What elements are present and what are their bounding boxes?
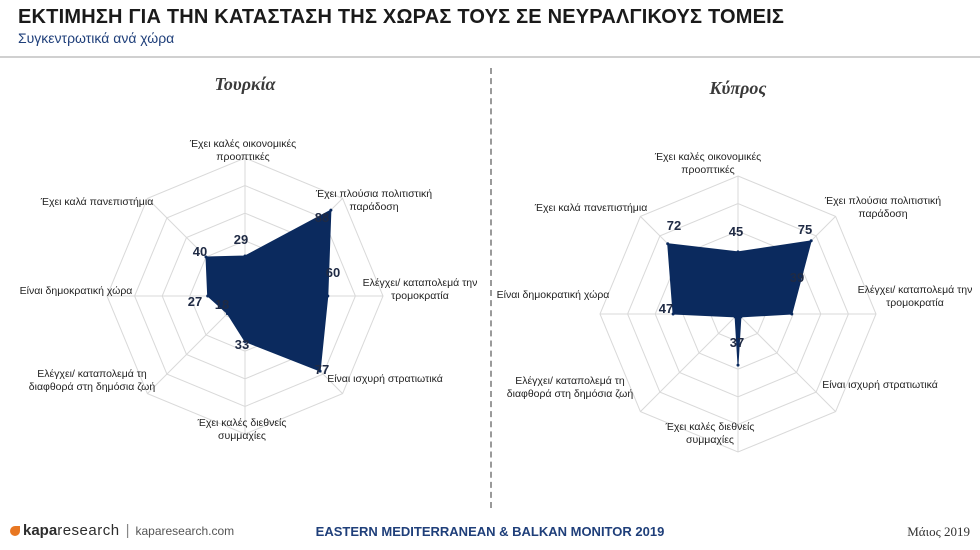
data-point [225,312,229,316]
category-label: Έχει καλές διεθνείς συμμαχίες [197,417,287,442]
data-point [809,239,813,243]
radar-chart-cyprus: Κύπρος Έχει καλές οικονομικές προοπτικές Έχ… [497,78,973,453]
value-label: 37 [730,335,744,350]
category-label: Είναι ισχυρή στρατιωτικά [822,379,938,391]
category-label: Ελέγχει/ καταπολεμά τη διαφθορά στη δημόσ… [507,375,634,400]
value-label: 60 [326,265,340,280]
category-label: Έχει πλούσια πολιτιστική παράδοση [824,195,941,220]
chart-divider [490,68,492,508]
footer-report-name: EASTERN MEDITERRANEAN & BALKAN MONITOR 2… [315,524,665,539]
page-header: ΕΚΤΙΜΗΣΗ ΓΙΑ ΤΗΝ ΚΑΤΑΣΤΑΣΗ ΤΗΣ ΧΩΡΑΣ ΤΟΥ… [18,6,968,46]
data-point [736,363,740,367]
data-point [736,250,740,254]
category-label: Ελέγχει/ καταπολεμά την τρομοκρατία [858,284,973,309]
data-point [206,294,210,298]
category-label: Έχει πλούσια πολιτιστική παράδοση [315,188,432,213]
footer-date: Μάιος 2019 [907,524,970,539]
value-label: 29 [234,232,248,247]
data-point [666,242,670,246]
grid-spoke [737,313,836,412]
radar-chart-turkey: Τουρκία Έχει καλές οικονομικές προοπτικές Έ… [20,74,478,442]
chart-title: Κύπρος [709,78,767,98]
value-label: 39 [790,270,804,285]
data-point [318,369,322,373]
page-subtitle: Συγκεντρωτικά ανά χώρα [18,30,175,46]
grid-spoke [640,313,739,412]
value-label: 33 [235,337,249,352]
category-label: Είναι δημοκρατική χώρα [20,285,133,297]
category-label: Έχει καλά πανεπιστήμια [40,196,154,208]
data-point [790,312,794,316]
category-label: Ελέγχει/ καταπολεμά την τρομοκρατία [363,277,478,302]
category-label: Έχει καλές οικονομικές προοπτικές [189,138,296,163]
value-label: 40 [193,244,207,259]
category-label: Έχει καλές οικονομικές προοπτικές [654,151,761,176]
brand-name-bold: kapa [23,522,58,539]
brand-separator: | [125,522,130,539]
footer: kaparesearch | kaparesearch.com EASTERN ME… [0,516,980,550]
brand-mark-icon [10,526,20,536]
brand-name-light: research [57,522,120,539]
value-label: 45 [729,224,743,239]
category-label: Έχει καλές διεθνείς συμμαχίες [665,421,755,446]
data-point [733,315,737,319]
data-point [243,254,247,258]
header-rule [0,56,980,58]
brand-logo: kaparesearch | kaparesearch.com [10,522,234,539]
chart-title: Τουρκία [215,74,277,94]
value-label: 88 [315,210,329,225]
value-label: 47 [659,301,673,316]
page-title: ΕΚΤΙΜΗΣΗ ΓΙΑ ΤΗΝ ΚΑΤΑΣΤΑΣΗ ΤΗΣ ΧΩΡΑΣ ΤΟΥ… [18,6,785,28]
data-point [329,208,333,212]
data-area [205,209,332,372]
value-label: 77 [315,362,329,377]
value-label: 18 [215,297,229,312]
data-point [739,315,743,319]
value-label: 72 [667,218,681,233]
value-label: 75 [798,222,812,237]
data-point [204,255,208,259]
category-label: Ελέγχει/ καταπολεμά τη διαφθορά στη δημόσ… [29,368,156,393]
data-point [326,294,330,298]
category-label: Είναι ισχυρή στρατιωτικά [327,373,443,385]
brand-site: kaparesearch.com [135,524,235,538]
category-label: Έχει καλά πανεπιστήμια [534,202,648,214]
data-point [243,340,247,343]
category-label: Είναι δημοκρατική χώρα [497,289,610,301]
data-point [671,312,675,316]
value-label: 27 [188,294,202,309]
